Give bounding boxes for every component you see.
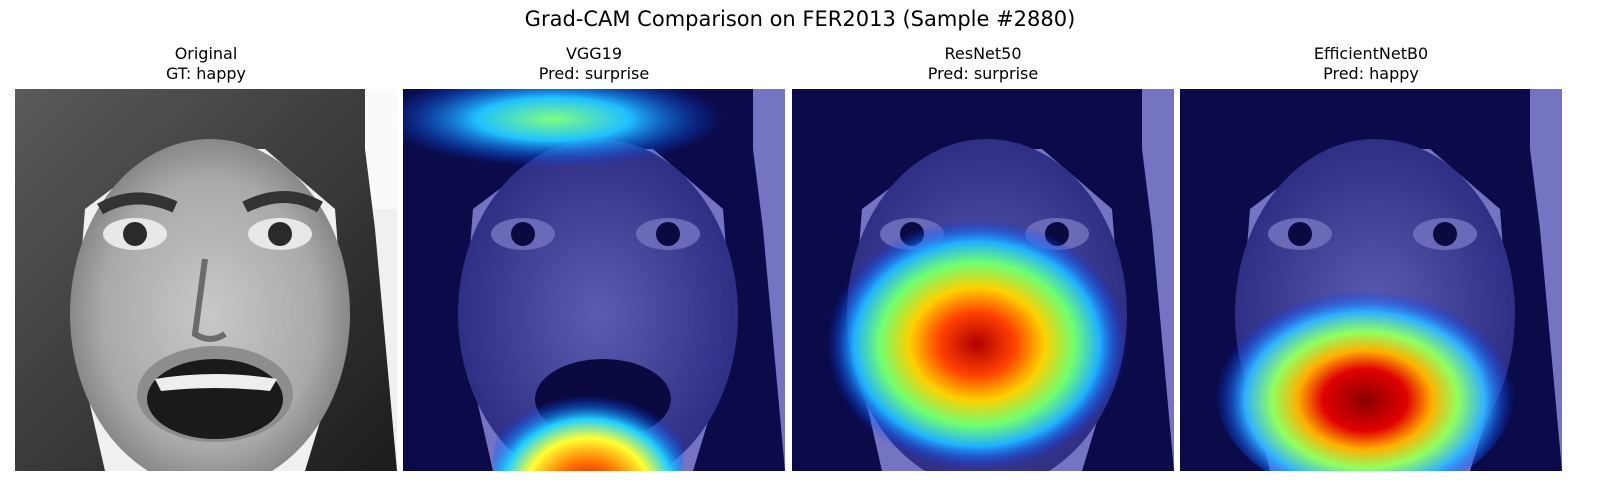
panel-title: EfficientNetB0 [1313,44,1429,63]
gradcam-heatmap-efficientnetb0 [1180,89,1562,471]
panel-subtitle: Pred: surprise [538,64,650,83]
panel-resnet50: ResNet50 Pred: surprise [792,44,1174,471]
panel-subtitle: GT: happy [165,64,247,83]
panel-subtitle: Pred: surprise [927,64,1039,83]
panel-title: Original [174,44,238,63]
panel-vgg19: VGG19 Pred: surprise [403,44,785,471]
panel-efficientnetb0: EfficientNetB0 Pred: happy [1180,44,1562,471]
panel-original: Original GT: happy [15,44,397,471]
panel-subtitle: Pred: happy [1323,64,1419,83]
face-image-original [15,89,397,471]
gradcam-heatmap-vgg19 [403,89,785,471]
figure-title: Grad-CAM Comparison on FER2013 (Sample #… [524,7,1076,31]
panel-title: ResNet50 [944,44,1022,63]
gradcam-heatmap-resnet50 [792,89,1174,471]
panel-title: VGG19 [565,44,623,63]
